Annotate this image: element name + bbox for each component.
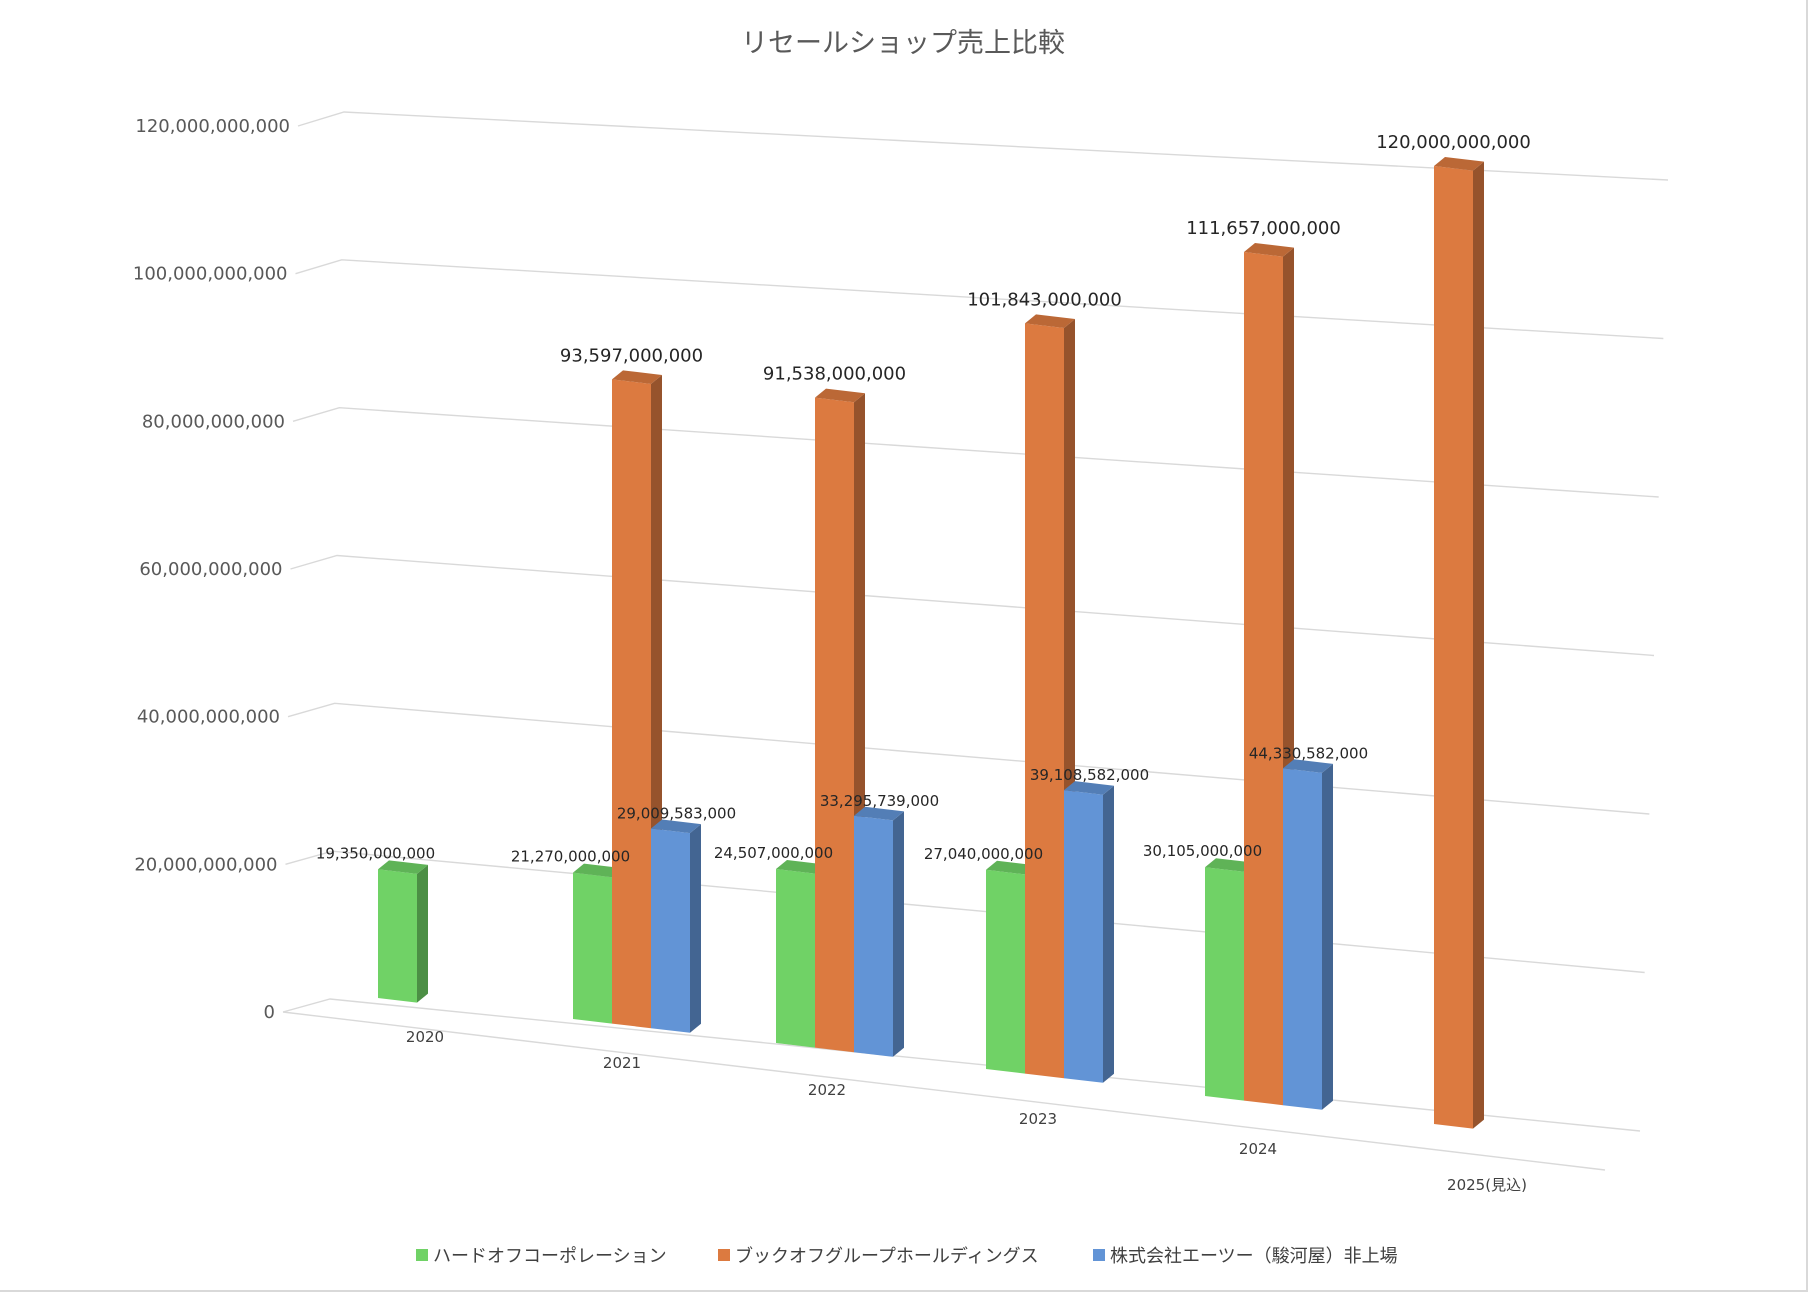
x-axis-labels: 2020 2021 2022 2023 2024 2025(見込): [406, 1028, 1527, 1194]
legend-item-2[interactable]: 株式会社エーツー（駿河屋）非上場: [1093, 1246, 1398, 1267]
data-label: 39,108,582,000: [1030, 766, 1149, 784]
bar-2023-2[interactable]: [1064, 781, 1114, 1083]
x-tick-label: 2022: [808, 1081, 846, 1099]
gridlines: [282, 111, 1669, 1171]
x-tick-label: 2021: [603, 1054, 641, 1072]
x-tick-label: 2024: [1239, 1140, 1277, 1158]
legend-swatch: [416, 1249, 428, 1261]
legend-swatch: [1093, 1249, 1105, 1261]
data-label: 21,270,000,000: [511, 848, 630, 866]
gridline: [297, 111, 1669, 181]
floor-edge: [282, 1011, 1606, 1171]
bar-2024-2[interactable]: [1283, 759, 1333, 1110]
x-tick-label: 2025(見込): [1447, 1176, 1527, 1194]
y-tick-label: 120,000,000,000: [135, 116, 290, 137]
bar-2020-0[interactable]: [378, 860, 428, 1003]
y-tick-label: 60,000,000,000: [139, 559, 282, 580]
data-label: 24,507,000,000: [714, 844, 833, 862]
y-tick-label: 0: [264, 1002, 275, 1023]
data-label: 93,597,000,000: [560, 345, 703, 366]
bar-2025(見込)-1[interactable]: [1434, 157, 1484, 1129]
bar-2022-2[interactable]: [854, 806, 904, 1057]
data-label: 19,350,000,000: [316, 844, 435, 862]
legend-item-0[interactable]: ハードオフコーポレーション: [416, 1246, 667, 1267]
x-tick-label: 2023: [1019, 1110, 1057, 1128]
legend-label: 株式会社エーツー（駿河屋）非上場: [1110, 1246, 1398, 1267]
legend-swatch: [718, 1249, 730, 1261]
data-label: 91,538,000,000: [763, 364, 906, 385]
y-tick-label: 80,000,000,000: [142, 411, 285, 432]
legend-label: ブックオフグループホールディングス: [735, 1245, 1039, 1267]
data-label: 30,105,000,000: [1143, 842, 1262, 860]
chart-title: リセールショップ売上比較: [741, 28, 1065, 59]
data-label: 101,843,000,000: [967, 289, 1122, 310]
gridline: [292, 406, 1659, 498]
gridline: [287, 702, 1650, 815]
bars: [378, 157, 1484, 1129]
data-label: 27,040,000,000: [924, 845, 1043, 863]
y-tick-label: 20,000,000,000: [134, 854, 277, 875]
data-label: 111,657,000,000: [1186, 218, 1341, 239]
y-axis-labels: 0 20,000,000,000 40,000,000,000 60,000,000,…: [133, 116, 290, 1023]
y-tick-label: 100,000,000,000: [133, 264, 288, 285]
data-label: 33,295,739,000: [820, 792, 939, 810]
bar-2021-2[interactable]: [651, 819, 701, 1033]
data-label: 29,009,583,000: [617, 805, 736, 823]
legend-item-1[interactable]: ブックオフグループホールディングス: [718, 1245, 1039, 1267]
data-label: 120,000,000,000: [1376, 132, 1531, 153]
y-tick-label: 40,000,000,000: [137, 707, 280, 728]
legend-label: ハードオフコーポレーション: [433, 1246, 667, 1267]
gridline: [290, 554, 1655, 657]
data-labels: 19,350,000,000 21,270,000,000 93,597,000,0…: [316, 132, 1531, 866]
gridline: [295, 259, 1664, 340]
gridline: [282, 998, 1641, 1132]
data-label: 44,330,582,000: [1249, 744, 1368, 762]
legend[interactable]: ハードオフコーポレーション ブックオフグループホールディングス 株式会社エーツー（駿…: [416, 1245, 1398, 1267]
x-tick-label: 2020: [406, 1028, 444, 1046]
